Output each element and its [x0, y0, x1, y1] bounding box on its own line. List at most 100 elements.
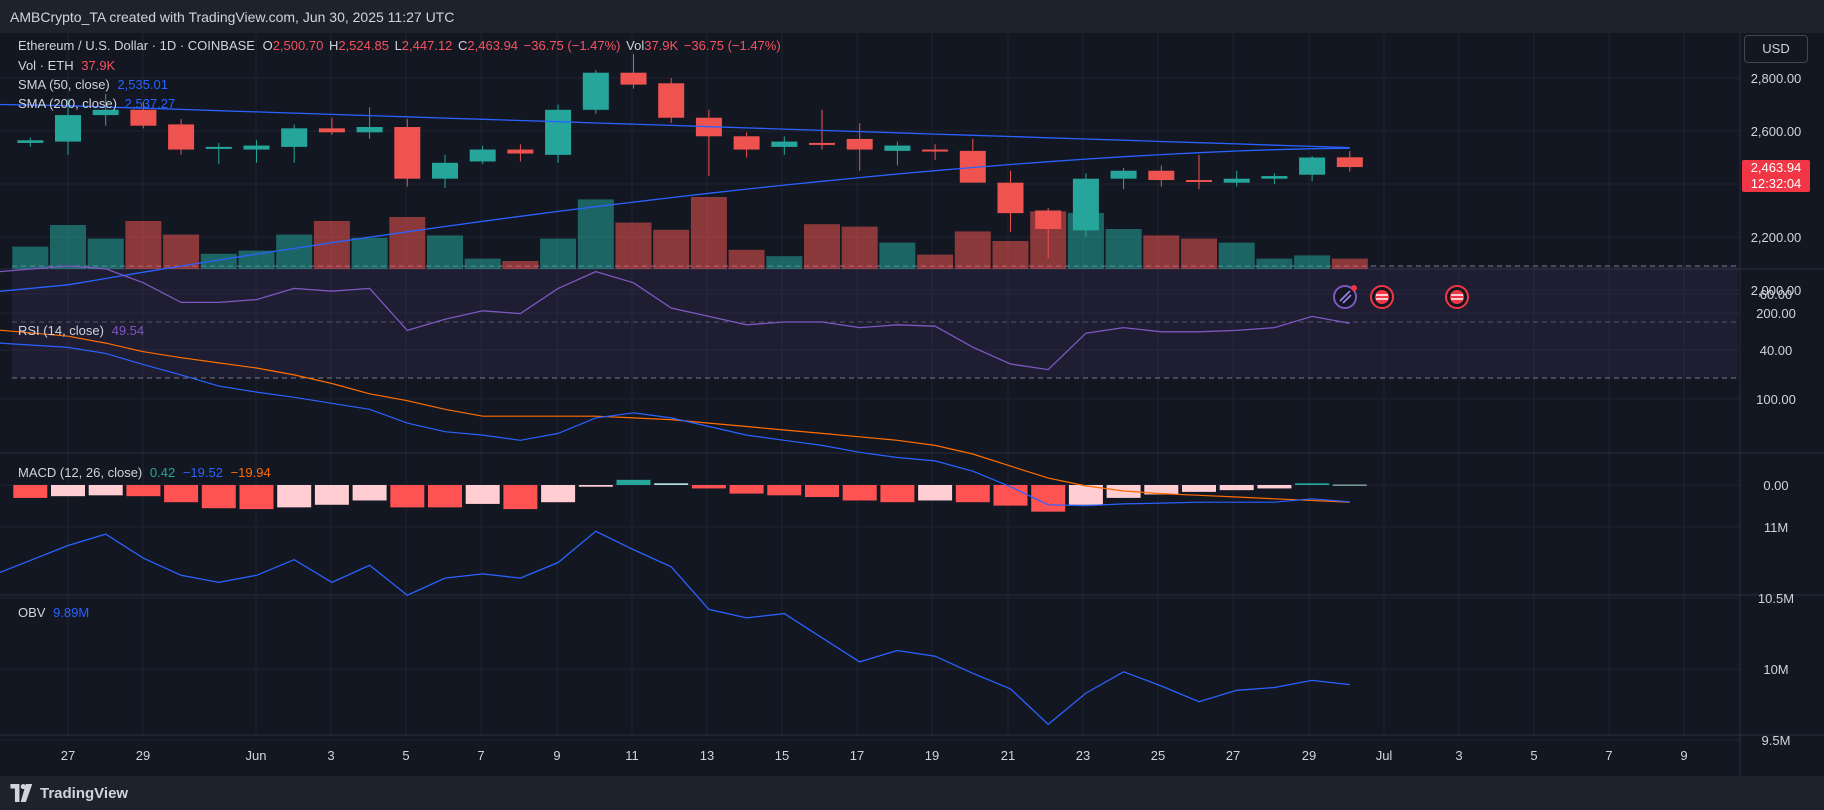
volume-bar [1256, 258, 1293, 269]
candle-body [1072, 178, 1099, 231]
volume-bar [12, 246, 49, 269]
price-tick-label: 2,800.00 [1751, 71, 1802, 86]
macd-histogram-bar [1257, 485, 1292, 489]
close-label: C [458, 38, 468, 53]
candle-body [356, 127, 383, 133]
volume-bar [1294, 255, 1331, 269]
candle-body [1110, 170, 1137, 179]
time-tick-label: 5 [1530, 748, 1537, 763]
earnings-marker-dot [1351, 285, 1357, 291]
macd-histogram-bar [465, 485, 500, 504]
macd-histogram-bar [201, 485, 236, 509]
macd-line-value: −19.52 [182, 465, 223, 480]
candle-body [1336, 157, 1363, 168]
time-tick-label: 29 [1302, 748, 1316, 763]
vol-change-value: −36.75 (−1.47%) [683, 38, 781, 53]
candle-body [884, 145, 911, 151]
rsi-value: 49.54 [111, 323, 145, 338]
top-bar: AMBCrypto_TA created with TradingView.co… [0, 0, 1824, 33]
time-tick-label: 29 [136, 748, 150, 763]
macd-histogram-bar [993, 485, 1028, 506]
candle-body [733, 136, 760, 150]
sma200-legend[interactable]: SMA (200, close) 2,537.27 [18, 96, 175, 111]
candle-body [130, 109, 157, 126]
volume-bar [917, 254, 954, 269]
macd-histogram-bar [126, 485, 161, 497]
chart-frame[interactable]: 2,800.00 2,600.00 2,200.00 2,000.00 60.00 40.… [0, 33, 1824, 776]
time-tick-label: 7 [477, 748, 484, 763]
vol-eth-value: 37.9K [81, 58, 116, 73]
close-value: 2,463.94 [467, 38, 519, 53]
volume-bar [1143, 235, 1180, 269]
candle-body [545, 109, 572, 155]
volume-bar [766, 256, 803, 269]
volume-bar [163, 234, 200, 269]
earnings-marker-icon-glyph [1339, 290, 1352, 304]
volume-bar [690, 197, 727, 269]
macd-histogram-bar [955, 485, 990, 503]
volume-bar [992, 241, 1029, 269]
time-axis: 27 29 Jun 3 5 7 9 11 13 15 17 19 21 23 25 27 29 Jul 3 5 7 9 [61, 748, 1688, 763]
rsi-legend[interactable]: RSI (14, close) 49.54 [18, 323, 144, 338]
change-value: −36.75 (−1.47%) [523, 38, 621, 53]
candle-body [1148, 170, 1175, 181]
time-tick-label: 3 [327, 748, 334, 763]
moving-averages [0, 103, 1350, 292]
volume-bar [653, 229, 690, 269]
macd-histogram-bar [314, 485, 349, 505]
currency-button[interactable]: USD [1744, 35, 1808, 63]
volume-bar [464, 258, 501, 269]
low-value: 2,447.12 [401, 38, 453, 53]
macd-histogram-bar [805, 485, 839, 498]
candle-body [1261, 176, 1288, 179]
time-tick-label: 3 [1455, 748, 1462, 763]
volume-bar [1181, 238, 1217, 269]
time-tick-label: 25 [1151, 748, 1165, 763]
obv-legend[interactable]: OBV 9.89M [18, 605, 89, 620]
volume-bar [351, 237, 388, 269]
macd-histogram-bar [578, 485, 613, 487]
sma200-line [0, 103, 1350, 149]
time-tick-label: 19 [925, 748, 939, 763]
sma50-line [0, 147, 1350, 292]
macd-histogram-bar [1031, 485, 1066, 512]
tradingview-brand: TradingView [40, 784, 129, 802]
time-tick-label: 9 [553, 748, 560, 763]
candle-body [168, 124, 195, 150]
bottom-bar: TradingView [0, 776, 1824, 810]
volume-bar [804, 224, 840, 269]
macd-histogram-bar [1295, 483, 1330, 485]
volume-bar [879, 242, 916, 269]
volume-bar [125, 221, 162, 269]
volume-bar [200, 253, 237, 269]
macd-histogram-bar [503, 485, 538, 510]
macd-histogram-bar [616, 479, 651, 485]
volume-bar [954, 231, 991, 269]
macd-legend[interactable]: MACD (12, 26, close) 0.42 −19.52 −19.94 [18, 465, 271, 480]
high-label: H [328, 38, 339, 53]
candle-body [17, 140, 44, 143]
candle-body [582, 72, 609, 110]
last-price-value: 2,463.94 [1750, 160, 1802, 175]
symbol-legend[interactable]: Ethereum / U.S. Dollar · 1D · COINBASE O… [18, 38, 781, 53]
price-tick-label: 2,600.00 [1751, 124, 1802, 139]
candles [17, 54, 1363, 259]
rsi-pane [0, 265, 1350, 371]
rsi-tick-label: 60.00 [1760, 287, 1793, 302]
volume-legend[interactable]: Vol · ETH 37.9K [18, 58, 115, 73]
candle-body [1223, 178, 1250, 183]
macd-histogram-bar [1182, 485, 1216, 492]
candle-body [846, 138, 873, 150]
macd-tick-label: 100.00 [1756, 392, 1796, 407]
candle-body [469, 149, 496, 162]
volume-bar [502, 261, 539, 269]
macd-tick-label: 200.00 [1756, 306, 1796, 321]
candle-body [620, 72, 647, 85]
volume-bar [1218, 242, 1255, 269]
vol-label: Vol [626, 38, 645, 53]
tradingview-logo[interactable]: TradingView [10, 784, 128, 802]
sma50-legend[interactable]: SMA (50, close) 2,535.01 [18, 77, 168, 92]
open-label: O [262, 38, 273, 53]
